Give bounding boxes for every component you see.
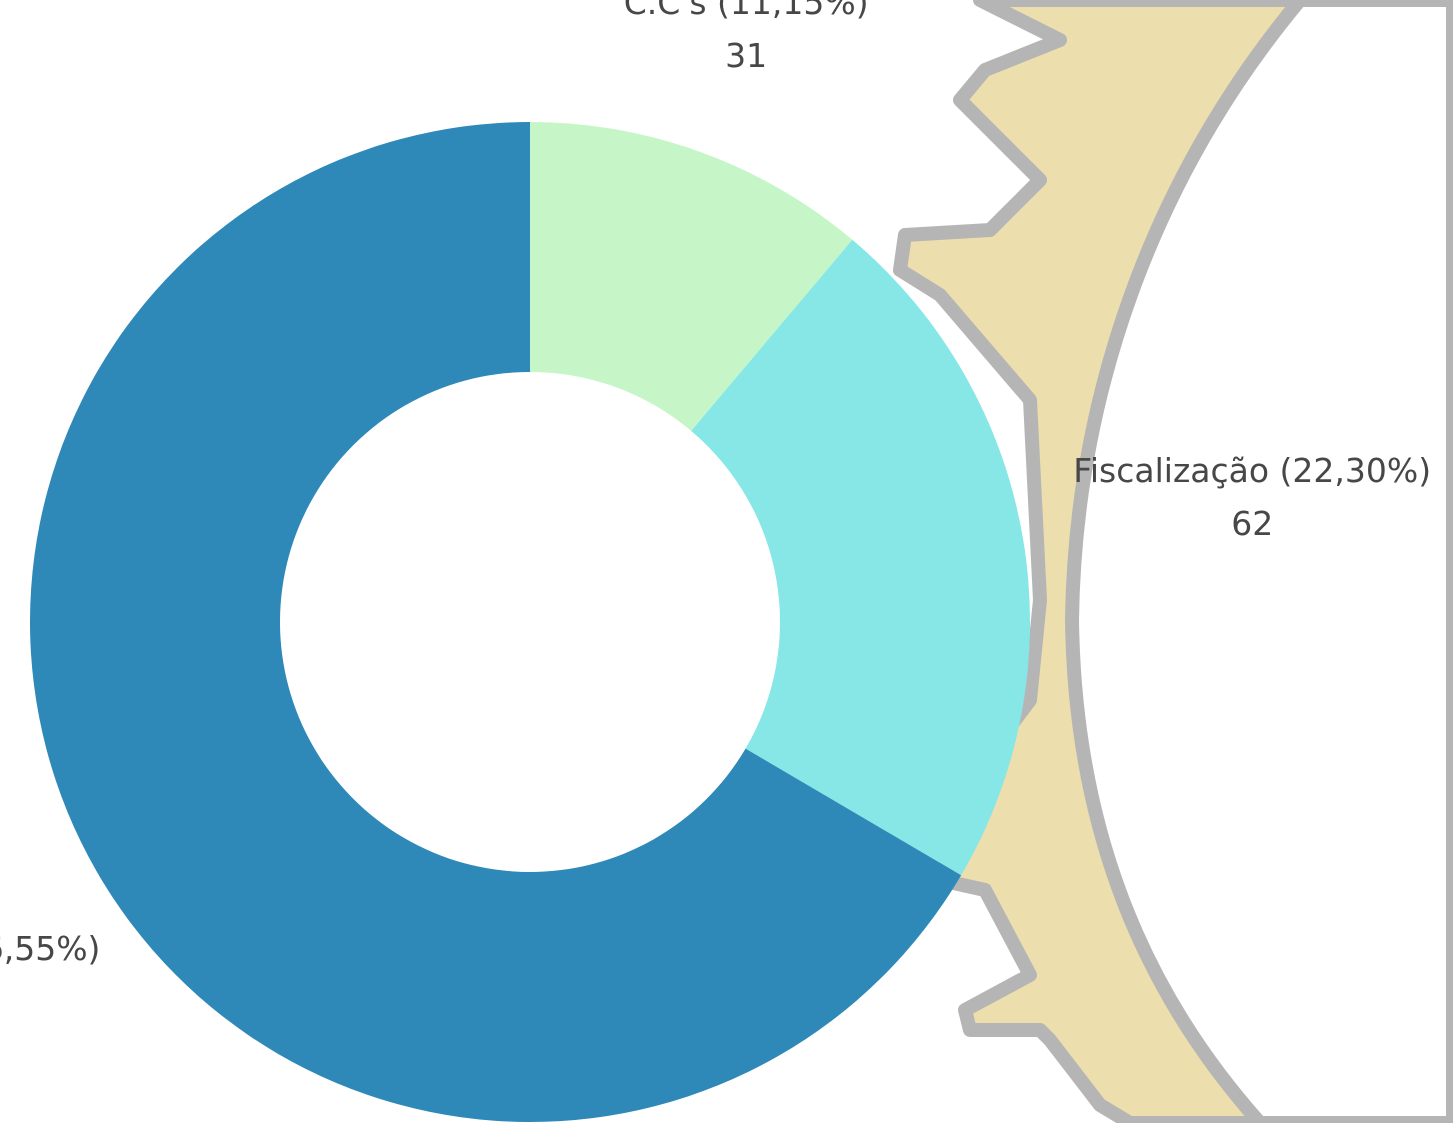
slice-label: C.C's (11,15%) bbox=[624, 0, 869, 22]
donut-slice bbox=[691, 239, 1030, 876]
background-gear bbox=[893, 0, 1453, 1123]
donut-slice bbox=[530, 122, 853, 431]
slice-value: 62 bbox=[1231, 504, 1273, 543]
slice-value: 31 bbox=[725, 36, 767, 75]
slice-label: 6,55%) bbox=[0, 929, 100, 968]
donut-slice bbox=[30, 122, 962, 1122]
slice-label: Fiscalização (22,30%) bbox=[1073, 451, 1431, 490]
